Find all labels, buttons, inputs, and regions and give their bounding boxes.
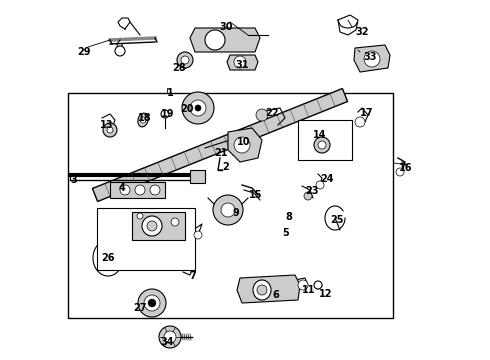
- Circle shape: [205, 30, 225, 50]
- Circle shape: [213, 195, 243, 225]
- Text: 22: 22: [265, 108, 278, 118]
- Text: 20: 20: [180, 104, 194, 114]
- Circle shape: [107, 127, 113, 133]
- Bar: [68, 93, 393, 318]
- Circle shape: [396, 168, 404, 176]
- Text: 5: 5: [282, 228, 289, 238]
- Circle shape: [314, 281, 322, 289]
- Circle shape: [298, 280, 308, 290]
- Text: 31: 31: [235, 60, 248, 70]
- Circle shape: [180, 258, 190, 268]
- Circle shape: [138, 289, 166, 317]
- Text: 16: 16: [399, 163, 413, 173]
- Circle shape: [103, 123, 117, 137]
- Bar: [97, 208, 195, 270]
- Text: 3: 3: [70, 175, 77, 185]
- Text: 25: 25: [330, 215, 343, 225]
- Ellipse shape: [138, 113, 148, 127]
- Circle shape: [140, 117, 146, 123]
- Polygon shape: [354, 45, 390, 72]
- Text: 6: 6: [272, 290, 279, 300]
- Circle shape: [355, 117, 365, 127]
- Circle shape: [177, 52, 193, 68]
- Text: 32: 32: [355, 27, 368, 37]
- Circle shape: [234, 56, 246, 68]
- Polygon shape: [228, 128, 262, 162]
- Circle shape: [318, 141, 326, 149]
- Text: 34: 34: [160, 337, 173, 347]
- Circle shape: [171, 218, 179, 226]
- Circle shape: [142, 216, 162, 236]
- Text: 11: 11: [302, 285, 316, 295]
- Circle shape: [257, 285, 267, 295]
- Polygon shape: [190, 28, 260, 52]
- Text: 27: 27: [133, 303, 147, 313]
- Bar: [298, 120, 352, 160]
- Circle shape: [195, 105, 201, 111]
- Circle shape: [182, 92, 214, 124]
- Circle shape: [161, 110, 169, 118]
- Text: 10: 10: [237, 137, 250, 147]
- Polygon shape: [132, 212, 185, 240]
- Circle shape: [190, 100, 206, 116]
- Circle shape: [316, 181, 324, 189]
- Text: 2: 2: [222, 162, 229, 172]
- Circle shape: [159, 326, 181, 348]
- Text: 9: 9: [232, 208, 239, 218]
- Text: 12: 12: [319, 289, 333, 299]
- Circle shape: [147, 221, 157, 231]
- Circle shape: [234, 137, 250, 153]
- Text: 8: 8: [285, 212, 292, 222]
- Text: 21: 21: [214, 148, 227, 158]
- Circle shape: [194, 231, 202, 239]
- Polygon shape: [190, 170, 205, 183]
- Text: 17: 17: [360, 108, 373, 118]
- Polygon shape: [93, 89, 347, 202]
- Text: 18: 18: [138, 113, 151, 123]
- Text: 4: 4: [119, 183, 126, 193]
- Circle shape: [137, 213, 143, 219]
- Text: 1: 1: [167, 88, 174, 98]
- Circle shape: [164, 331, 176, 343]
- Text: 23: 23: [305, 186, 318, 196]
- Polygon shape: [237, 275, 300, 303]
- Text: 30: 30: [219, 22, 232, 32]
- Text: 26: 26: [101, 253, 115, 263]
- Text: 29: 29: [77, 47, 91, 57]
- Circle shape: [115, 46, 125, 56]
- Circle shape: [221, 203, 235, 217]
- Circle shape: [144, 295, 160, 311]
- Circle shape: [256, 109, 268, 121]
- Circle shape: [314, 137, 330, 153]
- Circle shape: [181, 56, 189, 64]
- Text: 7: 7: [189, 271, 196, 281]
- Text: 28: 28: [172, 63, 186, 73]
- Circle shape: [148, 299, 156, 307]
- Circle shape: [150, 185, 160, 195]
- Circle shape: [120, 185, 130, 195]
- Ellipse shape: [253, 280, 271, 300]
- Polygon shape: [110, 182, 165, 198]
- Text: 15: 15: [249, 190, 263, 200]
- Text: 33: 33: [363, 52, 376, 62]
- Circle shape: [364, 51, 380, 67]
- Circle shape: [135, 185, 145, 195]
- Text: 24: 24: [320, 174, 334, 184]
- Text: 13: 13: [100, 120, 114, 130]
- Polygon shape: [227, 55, 258, 70]
- Text: 14: 14: [313, 130, 326, 140]
- Circle shape: [304, 192, 312, 200]
- Text: 19: 19: [161, 109, 174, 119]
